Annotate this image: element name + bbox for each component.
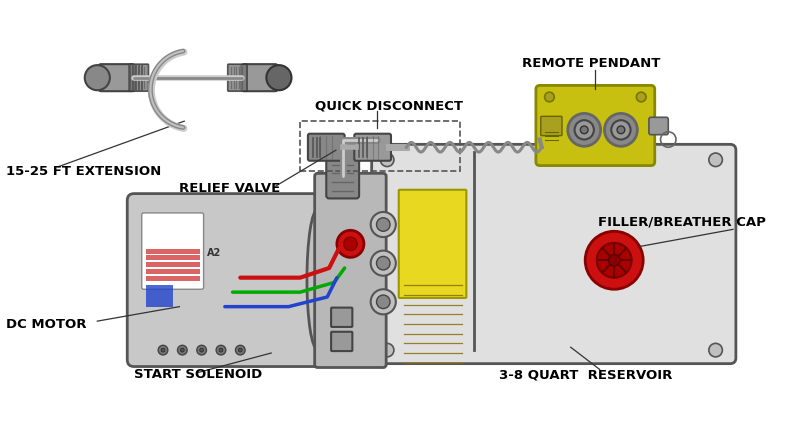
FancyBboxPatch shape <box>331 332 352 351</box>
Circle shape <box>370 289 396 314</box>
FancyBboxPatch shape <box>127 194 324 367</box>
FancyBboxPatch shape <box>308 134 345 161</box>
Circle shape <box>380 344 394 357</box>
Text: 15-25 FT EXTENSION: 15-25 FT EXTENSION <box>6 165 161 178</box>
Circle shape <box>370 212 396 237</box>
FancyBboxPatch shape <box>314 173 386 368</box>
Circle shape <box>709 153 722 167</box>
Circle shape <box>161 348 165 352</box>
FancyBboxPatch shape <box>541 116 562 135</box>
Circle shape <box>585 231 643 289</box>
Circle shape <box>545 92 554 102</box>
Circle shape <box>608 254 620 266</box>
FancyBboxPatch shape <box>372 144 736 364</box>
Circle shape <box>377 295 390 308</box>
Text: RELIEF VALVE: RELIEF VALVE <box>179 182 281 195</box>
Text: FILLER/BREATHER CAP: FILLER/BREATHER CAP <box>598 215 766 228</box>
FancyBboxPatch shape <box>242 64 278 91</box>
Circle shape <box>380 153 394 167</box>
Circle shape <box>617 126 625 134</box>
Text: A2: A2 <box>206 248 221 257</box>
Circle shape <box>235 345 245 355</box>
Circle shape <box>377 257 390 270</box>
Circle shape <box>709 344 722 357</box>
FancyBboxPatch shape <box>354 134 391 161</box>
Circle shape <box>178 345 187 355</box>
Text: 3-8 QUART  RESERVOIR: 3-8 QUART RESERVOIR <box>499 369 673 382</box>
FancyBboxPatch shape <box>228 64 247 91</box>
FancyBboxPatch shape <box>331 308 352 327</box>
Text: START SOLENOID: START SOLENOID <box>134 368 262 381</box>
FancyBboxPatch shape <box>649 117 668 135</box>
Circle shape <box>370 251 396 276</box>
Circle shape <box>158 345 168 355</box>
Circle shape <box>337 230 364 257</box>
Circle shape <box>85 65 110 90</box>
Circle shape <box>219 348 223 352</box>
Circle shape <box>597 243 631 278</box>
Bar <box>146 269 200 274</box>
FancyBboxPatch shape <box>98 64 135 91</box>
Circle shape <box>197 345 206 355</box>
FancyBboxPatch shape <box>142 213 203 289</box>
Circle shape <box>344 237 357 251</box>
Circle shape <box>377 218 390 231</box>
FancyBboxPatch shape <box>536 85 654 165</box>
Circle shape <box>636 92 646 102</box>
Text: QUICK DISCONNECT: QUICK DISCONNECT <box>314 99 462 112</box>
Circle shape <box>568 114 601 146</box>
Bar <box>146 276 200 281</box>
Circle shape <box>180 348 184 352</box>
FancyBboxPatch shape <box>326 144 359 198</box>
Circle shape <box>574 120 594 140</box>
Bar <box>300 121 459 171</box>
Bar <box>146 255 200 260</box>
Ellipse shape <box>307 210 328 350</box>
Bar <box>146 249 200 254</box>
Circle shape <box>200 348 203 352</box>
FancyBboxPatch shape <box>129 64 149 91</box>
Circle shape <box>605 114 638 146</box>
Bar <box>146 285 173 307</box>
FancyBboxPatch shape <box>398 190 466 298</box>
Text: DC MOTOR: DC MOTOR <box>6 317 86 330</box>
Circle shape <box>216 345 226 355</box>
Text: REMOTE PENDANT: REMOTE PENDANT <box>522 57 661 70</box>
Circle shape <box>266 65 291 90</box>
Circle shape <box>238 348 242 352</box>
Circle shape <box>611 120 630 140</box>
Bar <box>146 262 200 267</box>
Circle shape <box>580 126 588 134</box>
